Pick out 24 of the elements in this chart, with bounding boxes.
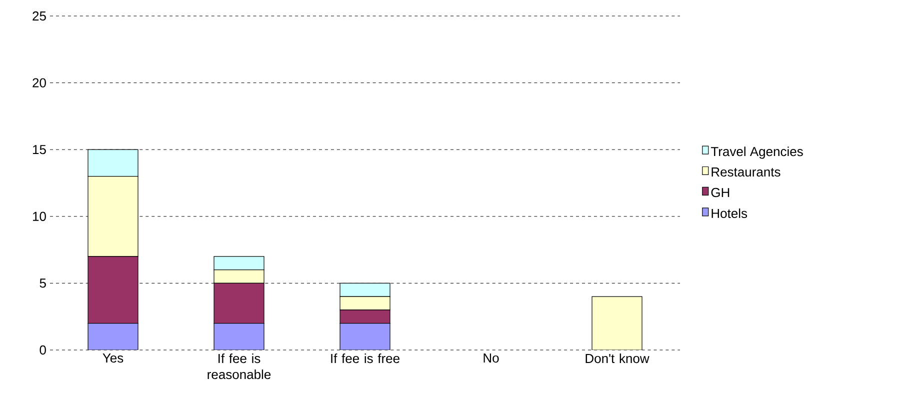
y-tick-label: 25 (32, 11, 46, 21)
y-tick-label: 0 (40, 345, 46, 355)
x-tick-label: If fee is reasonable (208, 354, 271, 380)
bar (214, 322, 264, 350)
bar (340, 322, 390, 350)
y-tick-label: 20 (32, 78, 46, 88)
bar (340, 282, 390, 297)
legend-label: GH (711, 188, 730, 198)
legend-label: Travel Agencies (710, 146, 803, 159)
x-tick-label: Yes (102, 354, 124, 363)
bar (214, 256, 264, 270)
bar (88, 176, 138, 257)
bar (214, 270, 264, 284)
x-tick-label: No (484, 354, 499, 363)
y-tick-label: 5 (40, 278, 46, 288)
legend-label: Hotels (712, 208, 748, 218)
bar (88, 322, 138, 350)
y-tick-label: 15 (33, 145, 46, 154)
x-tick-label: Don't know (586, 354, 650, 364)
bar (340, 296, 390, 310)
x-tick-label: If fee is free (331, 354, 400, 364)
bar (592, 296, 642, 350)
y-tick-label: 10 (33, 212, 46, 221)
legend-label: Restaurants (712, 168, 780, 177)
